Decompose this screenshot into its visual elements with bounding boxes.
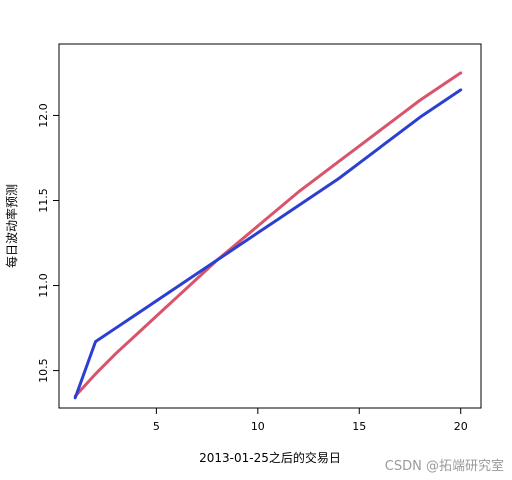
series-line-2 xyxy=(73,88,463,400)
plot-frame xyxy=(58,43,482,409)
y-tick-label: 10.5 xyxy=(37,358,50,383)
x-axis-title: 2013-01-25之后的交易日 xyxy=(199,450,341,465)
x-tick-label: 20 xyxy=(454,420,468,433)
x-tick-label: 15 xyxy=(352,420,366,433)
y-axis: 10.5 11.0 11.5 12.0 xyxy=(37,103,59,383)
x-tick-label: 10 xyxy=(251,420,265,433)
y-tick-label: 11.0 xyxy=(37,273,50,298)
y-tick-label: 12.0 xyxy=(37,103,50,128)
y-axis-title: 每日波动率预测 xyxy=(4,184,19,268)
x-axis: 5 10 15 20 xyxy=(153,408,468,433)
x-tick-label: 5 xyxy=(153,420,160,433)
series-layer xyxy=(73,71,463,400)
watermark: CSDN @拓端研究室 xyxy=(384,459,504,474)
y-tick-label: 11.5 xyxy=(37,188,50,213)
series-line-1 xyxy=(73,71,463,398)
